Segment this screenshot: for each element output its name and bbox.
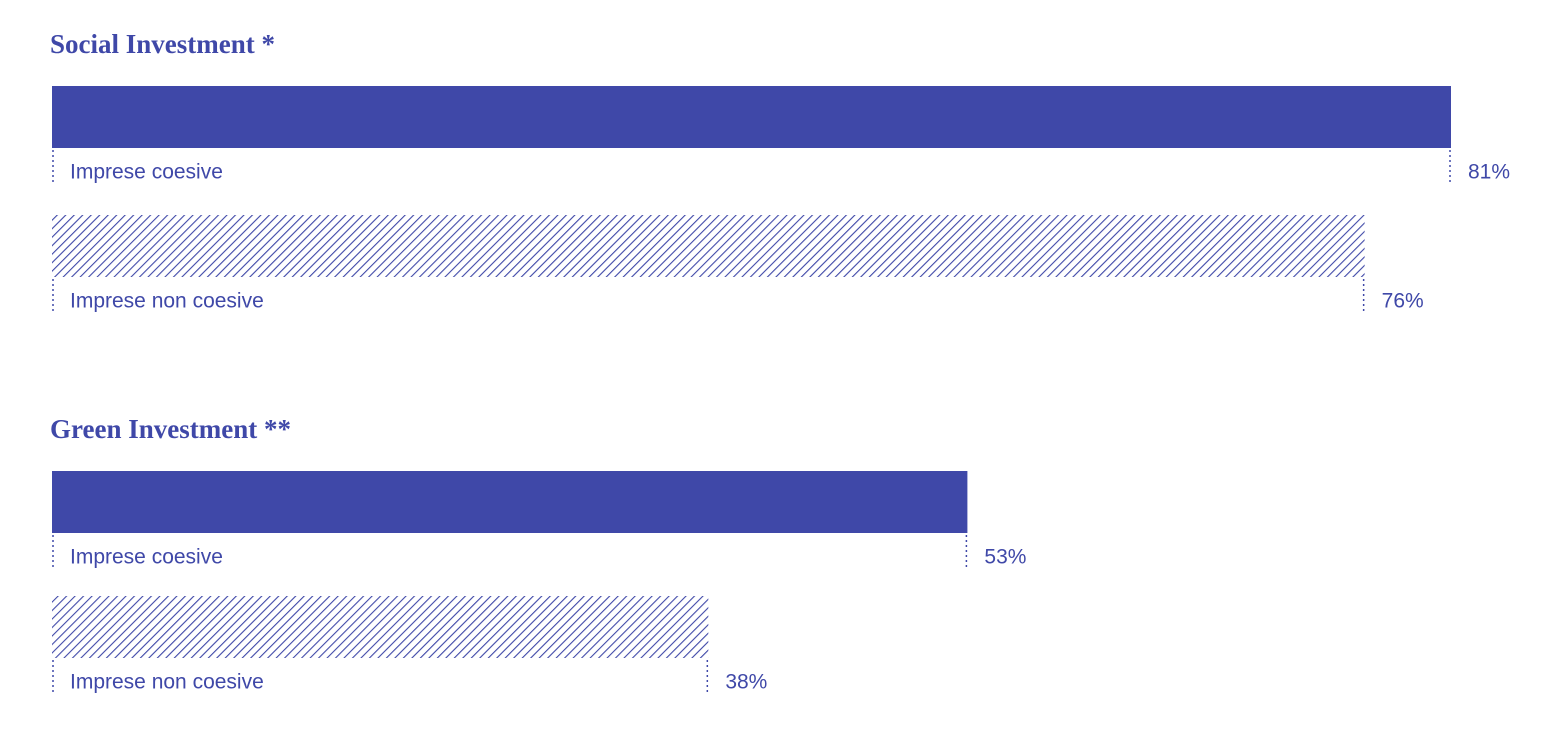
bar	[52, 215, 1365, 277]
category-label: Imprese non coesive	[70, 290, 264, 313]
bar	[52, 86, 1451, 148]
category-label: Imprese non coesive	[70, 671, 264, 694]
bar	[52, 596, 709, 658]
value-label: 76%	[1382, 290, 1424, 313]
value-label: 53%	[984, 546, 1026, 569]
value-label: 38%	[725, 671, 767, 694]
category-label: Imprese coesive	[70, 161, 223, 184]
bar	[52, 471, 968, 533]
chart-title: Green Investment **	[50, 414, 291, 444]
category-label: Imprese coesive	[70, 546, 223, 569]
value-label: 81%	[1468, 161, 1510, 184]
chart-title: Social Investment *	[50, 29, 275, 59]
